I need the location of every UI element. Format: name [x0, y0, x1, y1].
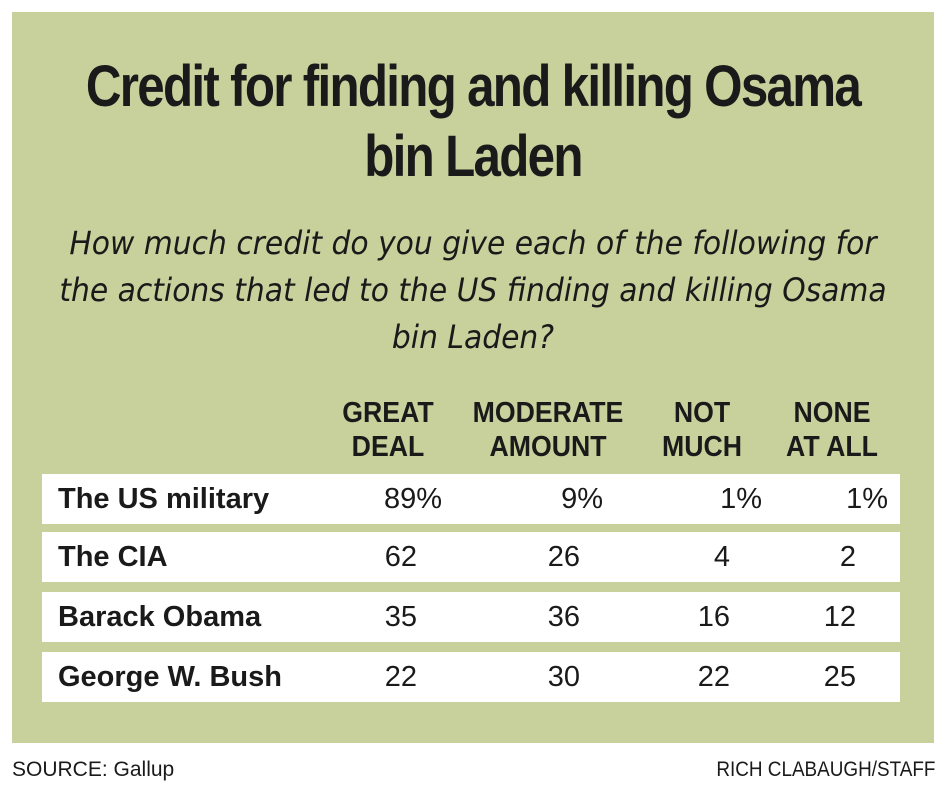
- none-at-all-value: 12: [823, 601, 856, 633]
- column-header-not-much: NOT MUCH: [647, 396, 757, 464]
- table-row-us-military: The US military 89% 9% 1% 1%: [42, 474, 900, 524]
- table-row-george-w-bush: George W. Bush 22 30 22 25: [42, 652, 900, 702]
- row-label: The US military: [58, 483, 270, 515]
- column-header-line: AT ALL: [786, 431, 878, 463]
- column-header-line: AMOUNT: [489, 431, 607, 463]
- column-header-line: NOT: [673, 397, 731, 429]
- row-label: The CIA: [58, 541, 168, 573]
- none-at-all-value: 2: [839, 541, 856, 573]
- not-much-value: 22: [697, 661, 730, 693]
- row-label: Barack Obama: [58, 601, 262, 633]
- not-much-value: 4: [713, 541, 730, 573]
- chart-title: Credit for finding and killing Osama bin…: [85, 54, 862, 189]
- moderate-amount-value: 26: [547, 541, 580, 573]
- none-at-all-value: 1%: [846, 483, 888, 515]
- chart-panel: Credit for finding and killing Osama bin…: [12, 12, 934, 743]
- none-at-all-value: 25: [823, 661, 856, 693]
- source-note: SOURCE: Gallup: [12, 758, 175, 781]
- column-header-line: MUCH: [661, 431, 743, 463]
- table-row-cia: The CIA 62 26 4 2: [42, 532, 900, 582]
- column-header-line: GREAT: [342, 397, 434, 429]
- great-deal-value: 22: [384, 661, 417, 693]
- not-much-value: 1%: [720, 483, 762, 515]
- column-header-moderate-amount: MODERATE AMOUNT: [465, 396, 631, 464]
- row-label: George W. Bush: [58, 661, 282, 693]
- chart-subtitle: How much credit do you give each of the …: [59, 224, 887, 356]
- moderate-amount-value: 30: [547, 661, 580, 693]
- moderate-amount-value: 9%: [561, 483, 603, 515]
- column-header-line: NONE: [793, 397, 871, 429]
- great-deal-value: 89%: [383, 483, 442, 515]
- table-row-barack-obama: Barack Obama 35 36 16 12: [42, 592, 900, 642]
- column-header-line: MODERATE: [472, 397, 624, 429]
- great-deal-value: 35: [384, 601, 417, 633]
- moderate-amount-value: 36: [547, 601, 580, 633]
- not-much-value: 16: [697, 601, 730, 633]
- column-header-great-deal: GREAT DEAL: [324, 396, 453, 464]
- byline-credit: RICH CLABAUGH/STAFF: [715, 758, 935, 781]
- column-header-none-at-all: NONE AT ALL: [772, 396, 892, 464]
- column-header-line: DEAL: [351, 431, 425, 463]
- great-deal-value: 62: [384, 541, 417, 573]
